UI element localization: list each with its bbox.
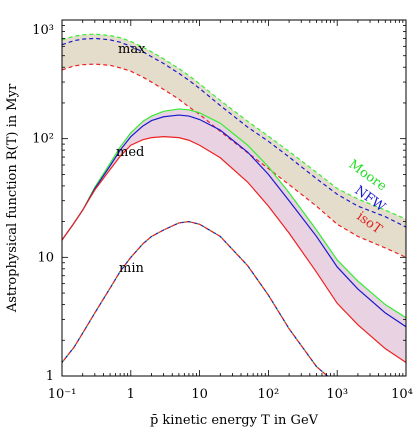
y-tick-label: 10 (37, 250, 54, 265)
x-tick-labels: 10⁻¹ 1 10 10² 10³ 10⁴ (48, 387, 413, 402)
med-nfw-line (62, 114, 406, 328)
min-nfw-line (62, 221, 329, 376)
med-moore-line (62, 108, 406, 319)
y-axis-title: Astrophysical function R(T) in Myr (5, 83, 20, 313)
max-band (62, 34, 406, 258)
x-tick-label: 10² (258, 387, 280, 402)
x-tick-label: 10⁻¹ (48, 387, 77, 402)
case-label-med: med (116, 145, 144, 160)
axis-ticks (61, 19, 407, 377)
y-tick-label: 10³ (32, 23, 54, 38)
x-tick-label: 1 (127, 387, 135, 402)
x-tick-label: 10⁴ (391, 387, 413, 402)
shaded-bands (62, 34, 406, 363)
curves (62, 33, 406, 376)
med-isot-line (62, 136, 406, 363)
x-axis-title: p̄ kinetic energy T in GeV (150, 413, 319, 428)
plot-frame (61, 19, 407, 377)
min-moore-line (62, 221, 329, 376)
min-isot-line (62, 221, 329, 376)
case-label-max: max (118, 42, 146, 57)
case-label-min: min (119, 261, 144, 276)
x-tick-label: 10 (191, 387, 208, 402)
med-band (62, 108, 406, 363)
x-tick-label: 10³ (326, 387, 348, 402)
y-tick-labels: 1 10 10² 10³ (32, 23, 54, 384)
y-tick-label: 1 (46, 369, 54, 384)
max-moore-line (62, 33, 406, 220)
y-tick-label: 10² (32, 132, 54, 147)
